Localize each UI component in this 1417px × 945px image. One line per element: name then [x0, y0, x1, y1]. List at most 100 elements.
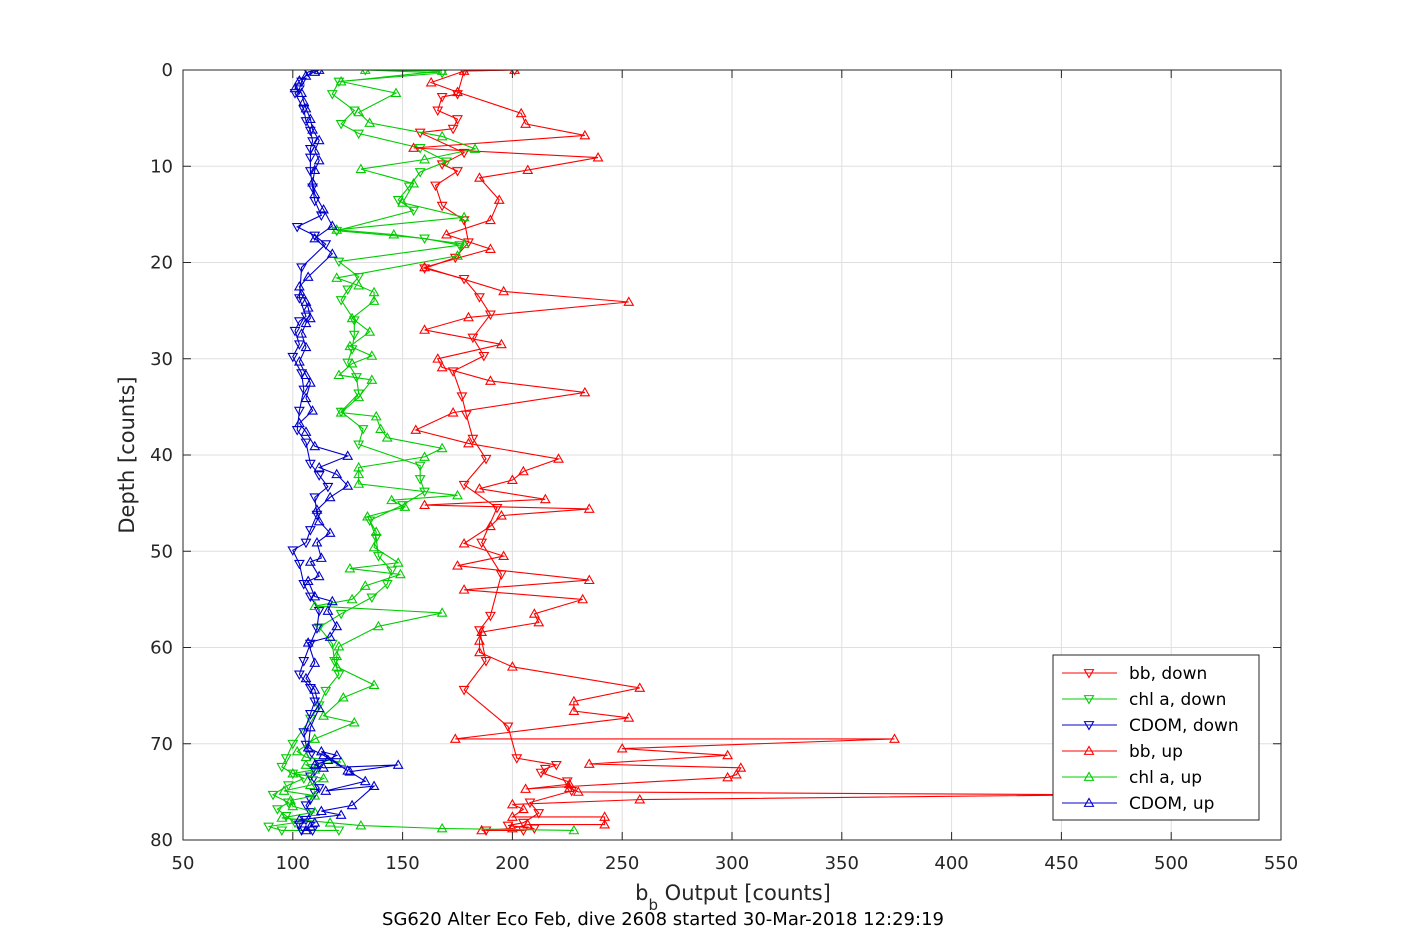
- legend-label: chl a, down: [1129, 690, 1226, 710]
- data-point: [293, 294, 305, 304]
- y-tick-label: 80: [150, 830, 173, 851]
- data-point: [289, 89, 301, 99]
- data-point: [408, 177, 420, 188]
- data-point: [300, 751, 312, 762]
- data-point: [730, 768, 742, 779]
- data-point: [296, 328, 308, 338]
- data-point: [309, 70, 321, 76]
- data-point: [458, 480, 470, 491]
- legend-marker: [1083, 721, 1095, 731]
- data-point: [322, 754, 334, 765]
- data-point: [474, 635, 485, 645]
- data-point: [408, 206, 420, 217]
- data-point: [293, 317, 305, 327]
- data-point: [304, 126, 316, 137]
- data-point: [397, 197, 409, 207]
- data-point: [388, 228, 400, 239]
- legend-entry: chl a, up: [1062, 768, 1202, 788]
- x-tick-label: 150: [385, 853, 419, 874]
- data-point: [436, 160, 448, 170]
- data-point: [309, 164, 321, 175]
- data-point: [394, 568, 406, 579]
- data-point: [515, 107, 527, 118]
- data-point: [309, 817, 321, 827]
- data-point: [452, 489, 463, 500]
- data-point: [454, 241, 466, 251]
- data-point: [368, 286, 380, 297]
- data-point: [722, 749, 734, 760]
- data-point: [419, 451, 431, 461]
- data-point: [302, 271, 314, 281]
- data-point: [495, 510, 507, 520]
- data-point: [353, 478, 365, 488]
- data-point: [344, 766, 356, 776]
- data-point: [484, 243, 496, 253]
- data-point: [293, 559, 305, 570]
- data-point: [287, 767, 299, 778]
- data-point: [506, 798, 518, 809]
- data-point: [539, 493, 551, 504]
- data-point: [276, 826, 288, 836]
- data-point: [322, 482, 334, 493]
- data-point: [335, 609, 347, 620]
- legend-marker: [1083, 797, 1095, 807]
- data-point: [623, 296, 635, 306]
- data-point: [315, 211, 327, 221]
- data-point: [436, 607, 448, 617]
- data-point: [309, 590, 321, 601]
- data-point: [298, 728, 310, 738]
- data-point: [517, 465, 529, 476]
- y-tick-label: 40: [150, 445, 173, 466]
- data-point: [533, 616, 545, 627]
- data-point: [346, 593, 358, 604]
- data-point: [390, 87, 402, 98]
- data-point: [309, 806, 321, 817]
- data-point: [298, 96, 310, 106]
- data-point: [414, 475, 426, 485]
- data-point: [333, 640, 345, 651]
- data-point: [520, 783, 532, 793]
- data-point: [436, 361, 448, 372]
- y-tick-label: 0: [162, 60, 173, 81]
- data-point: [463, 311, 474, 322]
- data-point: [484, 611, 496, 622]
- data-point: [300, 296, 312, 306]
- y-tick-label: 30: [150, 349, 173, 370]
- data-point: [331, 272, 343, 282]
- data-point: [599, 811, 611, 821]
- chart-caption: SG620 Alter Eco Feb, dive 2608 started 3…: [382, 909, 944, 930]
- legend-marker: [1083, 695, 1095, 705]
- data-point: [293, 280, 305, 291]
- data-point: [533, 809, 545, 819]
- data-point: [498, 550, 510, 560]
- x-tick-label: 450: [1044, 853, 1078, 874]
- data-point: [335, 75, 347, 86]
- data-point: [309, 232, 321, 243]
- data-point: [364, 326, 376, 336]
- data-point: [359, 580, 371, 590]
- data-point: [495, 338, 507, 349]
- data-point: [436, 822, 448, 833]
- legend-entry: CDOM, down: [1062, 716, 1239, 736]
- data-point: [359, 70, 371, 74]
- data-point: [634, 793, 646, 804]
- data-point: [436, 442, 448, 453]
- data-point: [493, 194, 505, 204]
- y-tick-label: 60: [150, 638, 173, 659]
- data-point: [293, 670, 305, 681]
- data-point: [333, 670, 345, 681]
- data-point: [298, 657, 310, 667]
- data-point: [304, 526, 316, 536]
- data-point: [410, 424, 422, 434]
- legend-label: bb, down: [1129, 664, 1207, 684]
- data-point: [335, 119, 347, 130]
- data-point: [311, 624, 323, 634]
- data-point: [282, 781, 294, 791]
- data-point: [553, 453, 564, 463]
- data-point: [344, 340, 356, 351]
- data-point: [287, 739, 299, 750]
- data-point: [366, 593, 378, 604]
- data-point: [331, 226, 343, 237]
- data-point: [342, 480, 354, 490]
